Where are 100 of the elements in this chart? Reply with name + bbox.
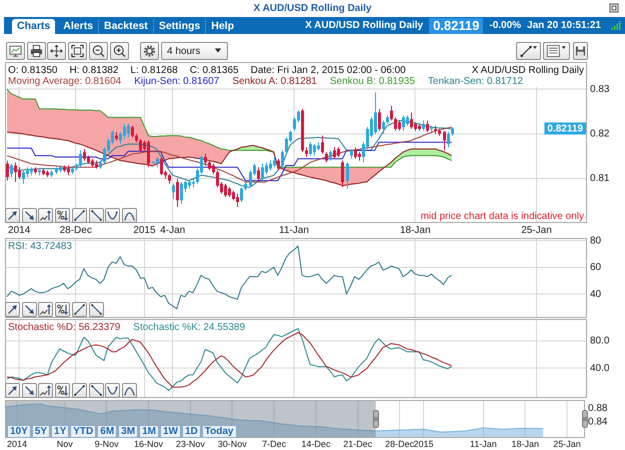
candlestick <box>139 138 142 153</box>
text: C: 0.81365 <box>190 65 239 76</box>
chart-title: X AUD/USD Rolling Daily <box>472 65 584 76</box>
candlestick <box>232 190 235 201</box>
series-label: Stochastic %K: 24.55389 <box>133 322 246 333</box>
candlestick <box>346 162 349 190</box>
x-tick-label: 11-Jan <box>470 438 497 449</box>
y-tick-label: 60 <box>590 262 602 274</box>
candlestick <box>410 112 413 130</box>
text: Backtest <box>98 19 153 34</box>
candlestick <box>249 170 252 188</box>
x-tick-label: 18-Jan <box>400 224 431 236</box>
candlestick <box>10 163 13 178</box>
x-tick-label: 28-Dec <box>60 224 92 236</box>
x-tick-label: 30-Nov <box>218 438 248 449</box>
candlestick <box>374 92 377 134</box>
candlestick <box>204 153 207 166</box>
candlestick <box>172 183 175 200</box>
text: Settings <box>152 19 206 34</box>
candlestick <box>273 156 276 168</box>
candlestick <box>228 186 231 198</box>
candlestick <box>341 160 344 188</box>
x-tick-label: 9-Nov <box>94 438 120 449</box>
y-tick-label: 80 <box>590 235 602 246</box>
annotation: 1M <box>139 425 159 438</box>
candlestick <box>277 158 280 171</box>
x-tick-label: 2015 <box>414 438 434 449</box>
candlestick <box>406 115 409 126</box>
x-tick-label: 23-Nov <box>176 438 206 449</box>
text: -0.00% <box>489 20 522 32</box>
x-tick-label: 2015 <box>133 224 156 236</box>
annotation: 0.82119 <box>547 124 584 135</box>
text: RSI: 43.72483 <box>8 241 72 252</box>
annotation: 3M <box>118 425 138 438</box>
candlestick <box>26 166 29 178</box>
candlestick <box>212 163 215 174</box>
text: Date: Fri Jan 2, 2015 02:00 - 06:00 <box>250 65 406 76</box>
text: O: 0.81350 <box>8 65 58 76</box>
candlestick <box>14 162 17 182</box>
candlestick <box>6 160 9 182</box>
candlestick <box>240 186 243 203</box>
text: Kijun-Sen: 0.81607 <box>134 76 220 87</box>
x-tick-label: 11-Jan <box>279 224 309 236</box>
annotation: mid price chart data is indicative only <box>420 210 584 222</box>
candlestick <box>354 146 357 160</box>
x-tick-label: 28-Dec <box>385 438 415 449</box>
annotation: 5Y <box>32 425 50 438</box>
text: Help <box>205 19 239 34</box>
candlestick <box>160 156 163 176</box>
candlestick <box>305 146 308 158</box>
text: X AUD/USD Rolling Daily <box>305 20 424 32</box>
candlestick <box>426 120 429 133</box>
candlestick <box>269 160 272 171</box>
text: Alerts <box>62 19 94 34</box>
y-tick-label: 0.81 <box>590 173 610 184</box>
candlestick <box>350 148 353 160</box>
y-tick-label: 0.88 <box>588 402 608 414</box>
candlestick <box>168 173 171 184</box>
text: H: 0.81382 <box>69 65 118 76</box>
text: Charts <box>12 19 56 34</box>
x-tick-label: 2014 <box>8 224 31 236</box>
candlestick <box>180 181 183 204</box>
candlestick <box>333 146 336 160</box>
candlestick <box>443 130 446 151</box>
text: Senkou A: 0.81281 <box>232 76 317 87</box>
x-tick-label: 4-Jan <box>160 224 186 236</box>
candlestick <box>67 164 70 176</box>
x-tick-label: Nov <box>56 438 74 449</box>
candlestick <box>261 163 264 182</box>
annotation: Today <box>202 425 236 438</box>
y-tick-label: 0.83 <box>590 84 610 95</box>
candlestick <box>208 160 211 171</box>
candlestick <box>325 152 328 163</box>
text: X AUD/USD Rolling Daily <box>252 3 372 14</box>
y-tick-label: 40.0 <box>590 362 610 374</box>
candlestick <box>394 116 397 132</box>
annotation: 6M <box>97 425 118 438</box>
candlestick <box>176 178 179 208</box>
candlestick <box>329 150 332 162</box>
x-tick-label: 16-Nov <box>134 438 164 449</box>
text: Senkou B: 0.81935 <box>330 76 415 87</box>
x-tick-label: 14-Dec <box>301 438 331 449</box>
candlestick <box>156 156 159 168</box>
text: 0.82119 <box>429 18 484 34</box>
candlestick <box>216 170 219 188</box>
y-tick-label: 40 <box>590 288 602 300</box>
candlestick <box>313 144 316 156</box>
x-tick-label: 25-Jan <box>553 438 581 449</box>
candlestick <box>236 193 239 208</box>
candlestick <box>257 166 260 182</box>
candlestick <box>321 135 324 154</box>
x-tick-label: 7-Dec <box>262 438 287 449</box>
candlestick <box>402 115 405 132</box>
candlestick <box>281 150 284 168</box>
candlestick <box>337 146 340 158</box>
candlestick <box>390 105 393 121</box>
candlestick <box>309 142 312 156</box>
annotation: 1Y <box>51 425 70 438</box>
text: 4 hours <box>167 46 200 57</box>
x-tick-label: 2014 <box>6 438 27 449</box>
